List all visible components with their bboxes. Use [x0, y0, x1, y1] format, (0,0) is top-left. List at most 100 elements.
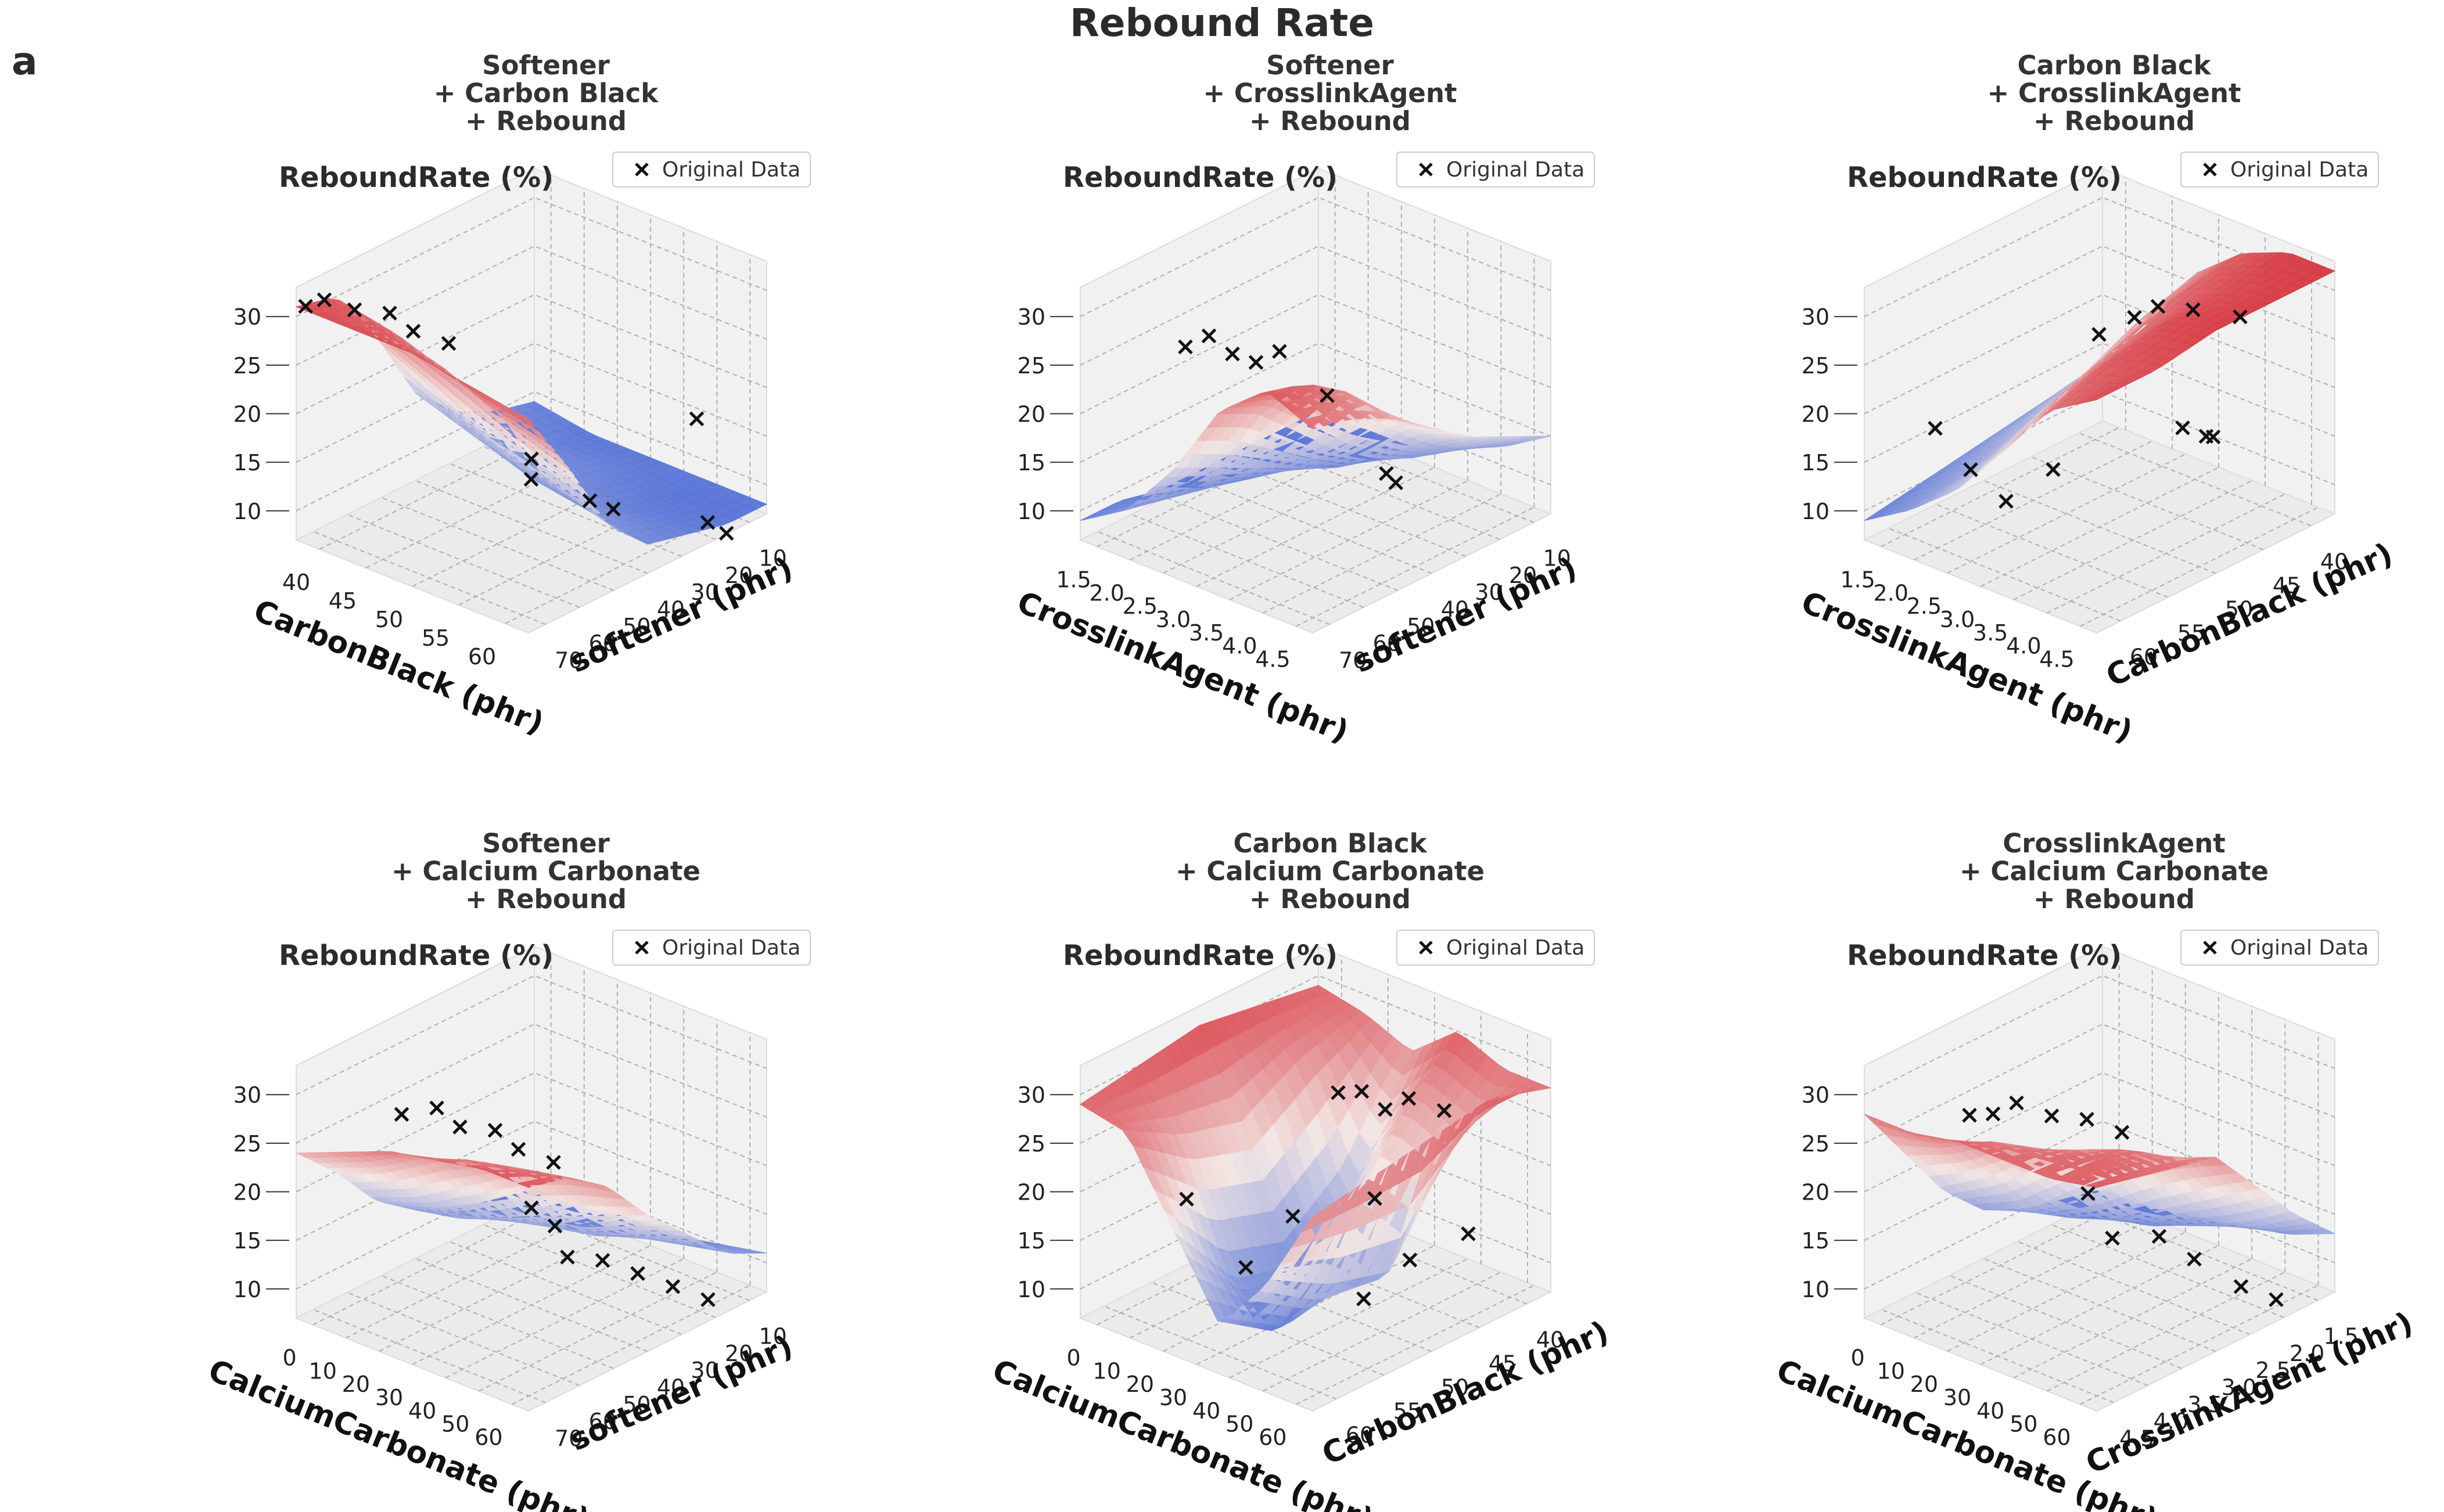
y-tick-label: 50 — [623, 1392, 650, 1417]
x-grid-line — [1262, 493, 1501, 614]
x-tick-label: 0 — [282, 1345, 296, 1370]
data-point-marker — [1272, 344, 1287, 359]
y-tick-label: 40 — [657, 597, 685, 622]
data-point-marker — [511, 1142, 526, 1157]
subplot-title-line: + Rebound — [2033, 884, 2195, 915]
data-point-marker — [2150, 298, 2166, 314]
x-tick-label: 3.5 — [1189, 620, 1224, 646]
data-point-marker — [2233, 1279, 2249, 1294]
y-tick-label: 20 — [725, 563, 753, 588]
y-grid-line — [381, 496, 614, 591]
z-tick-label: 10 — [233, 499, 261, 524]
legend: Original Data — [1396, 930, 1595, 966]
z-grid-line — [1080, 245, 1551, 366]
x-tick-label: 1.5 — [1840, 567, 1875, 592]
surface-patch — [745, 1251, 767, 1254]
z-tick-label: 25 — [233, 353, 261, 379]
data-point-marker — [2187, 1251, 2202, 1267]
data-point-marker — [2186, 302, 2201, 318]
y-tick-label: 50 — [623, 614, 650, 639]
z-tick-labels: 10 15 20 25 30 — [1802, 304, 1857, 524]
z-tick-label: 10 — [1802, 1277, 1830, 1302]
z-tick-label: 20 — [233, 1180, 261, 1205]
y-tick-label: 40 — [1441, 597, 1469, 622]
legend-marker — [1419, 163, 1433, 177]
z-tick-labels: 10 15 20 25 30 — [233, 304, 289, 524]
data-point-marker — [2205, 429, 2221, 445]
y-grid-line — [415, 1258, 648, 1352]
y-grid-line — [415, 480, 648, 574]
z-grid-line — [1080, 343, 1551, 463]
y-grid-line — [347, 1292, 580, 1387]
data-point-marker — [2091, 327, 2107, 342]
surface-patch — [2313, 1228, 2335, 1234]
grid-lines — [296, 953, 767, 1405]
data-point-marker — [452, 1119, 468, 1135]
x-tick-label: 50 — [2010, 1412, 2037, 1437]
data-point-marker — [1248, 355, 1264, 370]
y-tick-label: 60 — [1346, 1423, 1374, 1448]
data-point-marker — [1367, 1191, 1382, 1206]
data-point-marker — [1402, 1252, 1418, 1268]
x-grid-line — [1947, 453, 2186, 574]
subplot-title-line: + Calcium Carbonate — [1176, 856, 1485, 887]
x-tick-label: 10 — [1877, 1358, 1905, 1384]
legend: Original Data — [1396, 152, 1595, 188]
subplot-title: Softener+ CrosslinkAgent+ Rebound — [1203, 50, 1457, 136]
data-point-marker — [2269, 1292, 2284, 1307]
z-axis-label: ReboundRate (%) — [1847, 939, 2122, 972]
legend-label: Original Data — [1446, 158, 1584, 182]
x-grid-line — [312, 1205, 552, 1326]
y-tick-label: 50 — [2225, 597, 2253, 622]
legend-box — [2180, 152, 2379, 188]
z-grid-line — [1080, 294, 1551, 415]
y-tick-label: 50 — [1441, 1375, 1469, 1401]
x-tick-label: 2.0 — [1089, 580, 1124, 606]
subplot-title-line: + Calcium Carbonate — [1960, 856, 2269, 887]
data-point-marker — [1178, 339, 1193, 355]
y-tick-label: 4.5 — [2119, 1425, 2154, 1451]
x-tick-label: 55 — [422, 625, 450, 651]
data-point-marker — [1999, 494, 2014, 509]
y-grid-line — [2051, 1223, 2284, 1318]
legend-marker — [635, 941, 649, 955]
x-tick-label: 0 — [1066, 1345, 1080, 1370]
y-tick-label: 10 — [759, 1324, 787, 1349]
z-tick-labels: 10 15 20 25 30 — [1018, 304, 1073, 524]
data-point-marker — [2151, 1229, 2167, 1244]
data-point-marker — [405, 323, 421, 339]
data-point-marker — [1985, 1106, 2001, 1122]
subplot-title-line: Softener — [1266, 50, 1394, 81]
z-tick-label: 30 — [1018, 1082, 1045, 1108]
y-tick-label: 55 — [1393, 1399, 1421, 1424]
x-tick-label: 30 — [1943, 1385, 1971, 1410]
subplot-title-line: Softener — [482, 50, 610, 81]
surface — [1864, 252, 2336, 521]
legend-label: Original Data — [662, 936, 800, 960]
x-tick-label: 2.5 — [1123, 593, 1158, 619]
z-grid-line — [1080, 1169, 1551, 1290]
legend: Original Data — [612, 930, 811, 966]
x-tick-label: 3.0 — [1940, 607, 1975, 632]
subplot-title: Softener+ Carbon Black+ Rebound — [434, 50, 659, 136]
z-tick-label: 30 — [233, 1082, 261, 1108]
x-grid-line — [379, 1232, 618, 1352]
y-grid-line — [1949, 1275, 2182, 1369]
x-tick-label: 60 — [1259, 1425, 1286, 1450]
x-tick-label: 20 — [342, 1371, 370, 1397]
data-point-marker — [441, 336, 457, 351]
x-tick-label: 20 — [1910, 1371, 1938, 1397]
data-point-marker — [2127, 309, 2142, 325]
y-grid-line — [1097, 531, 1330, 625]
z-tick-label: 15 — [1018, 1228, 1045, 1254]
z-grid-line — [1864, 343, 2335, 463]
data-point-marker — [1179, 1191, 1194, 1207]
data-point-marker — [2080, 1186, 2096, 1201]
z-tick-label: 20 — [1018, 1180, 1045, 1205]
x-tick-label: 1.5 — [1056, 567, 1091, 592]
